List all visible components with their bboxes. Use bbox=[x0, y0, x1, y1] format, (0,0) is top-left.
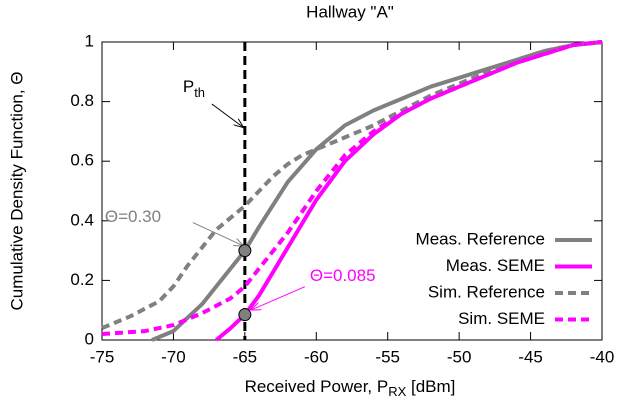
plot-frame bbox=[101, 41, 603, 341]
y-tick-label: 0.2 bbox=[70, 270, 94, 289]
threshold-label: Pth bbox=[183, 77, 205, 100]
x-axis-label-sub: RX bbox=[388, 384, 406, 399]
y-tick-label: 1 bbox=[85, 31, 94, 50]
x-tick-label: -60 bbox=[304, 347, 329, 366]
annotation-point bbox=[238, 244, 252, 258]
series-line bbox=[101, 40, 603, 330]
x-tick-label: -65 bbox=[233, 347, 258, 366]
y-axis-label: Cumulative Density Function, Θ bbox=[7, 71, 26, 310]
annotation-label: Θ=0.085 bbox=[310, 266, 376, 285]
annotation-point bbox=[238, 308, 252, 322]
series-line bbox=[101, 40, 603, 336]
x-tick-label: -70 bbox=[161, 347, 186, 366]
legend-label: Meas. SEME bbox=[446, 256, 545, 275]
annotation-arrow bbox=[192, 222, 243, 246]
x-axis-label-text: Received Power, P bbox=[245, 377, 389, 396]
threshold-arrow bbox=[211, 103, 243, 127]
threshold-label-sub: th bbox=[194, 85, 205, 100]
x-tick-label: -75 bbox=[90, 347, 115, 366]
x-tick-label: -45 bbox=[518, 347, 543, 366]
x-axis-label-suffix: [dBm] bbox=[406, 377, 455, 396]
annotation-arrow bbox=[252, 286, 306, 310]
legend-label: Sim. Reference bbox=[428, 282, 545, 301]
y-tick-label: 0 bbox=[85, 329, 94, 348]
annotation-label: Θ=0.30 bbox=[105, 207, 161, 226]
y-tick-label: 0.8 bbox=[70, 91, 94, 110]
threshold-label-base: P bbox=[183, 77, 194, 96]
chart-title: Hallway "A" bbox=[306, 2, 394, 21]
y-tick-label: 0.4 bbox=[70, 210, 94, 229]
x-tick-label: -50 bbox=[447, 347, 472, 366]
legend-label: Sim. SEME bbox=[458, 309, 545, 328]
legend-label: Meas. Reference bbox=[416, 229, 545, 248]
x-axis-label: Received Power, PRX [dBm] bbox=[245, 377, 456, 399]
x-tick-label: -55 bbox=[375, 347, 400, 366]
y-tick-label: 0.6 bbox=[70, 151, 94, 170]
x-tick-label: -40 bbox=[590, 347, 615, 366]
